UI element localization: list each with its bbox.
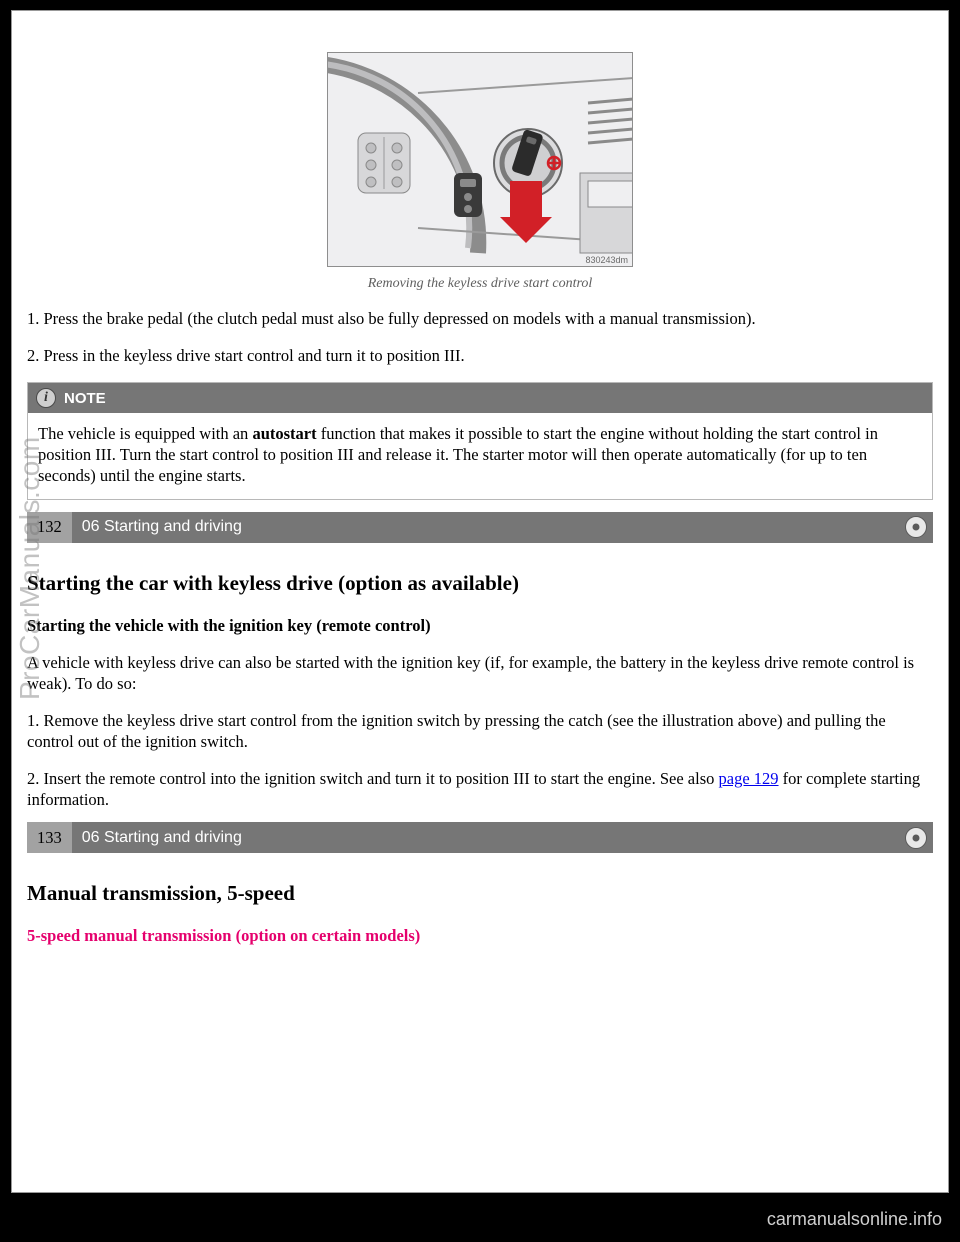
step-1: 1. Press the brake pedal (the clutch ped… <box>27 308 933 329</box>
figure-container: 830243dm Removing the keyless drive star… <box>25 52 935 292</box>
section-title-133: 06 Starting and driving <box>72 822 899 853</box>
section-title-132: 06 Starting and driving <box>72 512 899 543</box>
note-text-bold: autostart <box>252 424 316 443</box>
subheading-ignition-key: Starting the vehicle with the ignition k… <box>27 616 933 636</box>
link-page-129[interactable]: page 129 <box>719 769 779 788</box>
step-remove-control: 1. Remove the keyless drive start contro… <box>27 710 933 752</box>
figure-svg: 830243dm <box>328 53 633 267</box>
note-header: i NOTE <box>28 383 932 413</box>
section-icon-132 <box>899 512 933 543</box>
step-insert-remote: 2. Insert the remote control into the ig… <box>27 768 933 810</box>
note-label: NOTE <box>64 390 106 407</box>
heading-manual-transmission: Manual transmission, 5-speed <box>27 881 933 906</box>
note-body: The vehicle is equipped with an autostar… <box>28 413 932 498</box>
note-text-pre: The vehicle is equipped with an <box>38 424 252 443</box>
section-bar-132: 132 06 Starting and driving <box>27 512 933 543</box>
figure-keyless-removal: 830243dm <box>327 52 633 267</box>
section-bar-133: 133 06 Starting and driving <box>27 822 933 853</box>
note-box: i NOTE The vehicle is equipped with an a… <box>27 382 933 499</box>
step-2: 2. Press in the keyless drive start cont… <box>27 345 933 366</box>
subheading-5-speed: 5-speed manual transmission (option on c… <box>27 926 933 946</box>
section-icon-133 <box>899 822 933 853</box>
info-icon: i <box>36 388 56 408</box>
manual-page: 830243dm Removing the keyless drive star… <box>11 10 949 1193</box>
watermark-footer: carmanualsonline.info <box>767 1209 942 1230</box>
figure-code-text: 830243dm <box>585 255 628 265</box>
figure-caption: Removing the keyless drive start control <box>25 276 935 292</box>
page-number-133: 133 <box>27 822 72 853</box>
page-number-132: 132 <box>27 512 72 543</box>
heading-keyless-drive: Starting the car with keyless drive (opt… <box>27 571 933 596</box>
p5-pre: 2. Insert the remote control into the ig… <box>27 769 719 788</box>
paragraph-keyless-intro: A vehicle with keyless drive can also be… <box>27 652 933 694</box>
wheel-icon <box>905 516 927 538</box>
wheel-icon <box>905 827 927 849</box>
